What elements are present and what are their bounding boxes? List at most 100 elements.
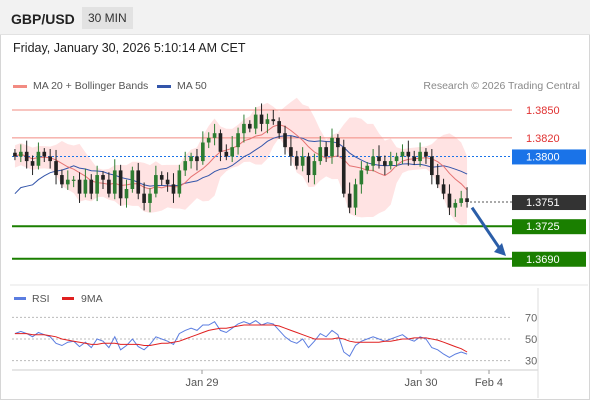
datetime-label: Friday, January 30, 2026 5:10:14 AM CET [13, 41, 246, 55]
candle [435, 163, 440, 189]
candle [253, 107, 258, 135]
pivot-label-box [512, 149, 586, 165]
candle [383, 155, 387, 176]
candle [289, 135, 293, 166]
timeframe-button[interactable]: 30 MIN [82, 7, 133, 29]
candle-body [13, 152, 17, 157]
ma50-swatch [157, 84, 171, 88]
candle [359, 161, 364, 194]
support-label: 1.3725 [526, 221, 560, 233]
candle [265, 113, 270, 134]
price-panel: 1.3850 1.3820 1.3800 1.3751 1.3725 1.3690 [10, 97, 588, 286]
resistance-label: 1.3820 [526, 133, 560, 145]
rsi-tick-70: 70 [525, 312, 537, 324]
candle [159, 171, 164, 186]
candle-body [406, 151, 411, 157]
candle [142, 182, 146, 211]
candle [306, 152, 311, 183]
candle [177, 164, 182, 198]
candle [294, 150, 299, 170]
time-axis: Jan 29 Jan 30 Feb 4 [12, 288, 539, 398]
candle-body [430, 156, 434, 176]
candle [18, 144, 23, 163]
legend-ma50: MA 50 [157, 80, 207, 92]
candle [441, 178, 446, 200]
support-label: 1.3690 [526, 254, 560, 266]
candle [218, 129, 223, 162]
candle [130, 166, 135, 193]
price-level-1.3751: 1.3751 [470, 195, 586, 211]
rsi-line [14, 320, 468, 358]
candle [36, 142, 41, 170]
candle-body [383, 161, 387, 166]
candle [312, 153, 317, 185]
candle [60, 169, 64, 189]
candle [65, 170, 70, 190]
candle [406, 140, 411, 166]
candle-body [271, 119, 276, 122]
candle-body [71, 179, 76, 181]
candle-body [330, 137, 334, 157]
candle [247, 120, 252, 133]
candle [83, 168, 88, 198]
candle-body [377, 156, 381, 162]
candle-body [224, 151, 229, 157]
x-tick-label: Jan 29 [185, 377, 218, 389]
candle [101, 171, 105, 189]
current-price-label: 1.3751 [526, 197, 560, 209]
candle [24, 140, 29, 169]
candle [365, 162, 370, 175]
candle [324, 141, 328, 163]
candle [412, 150, 417, 165]
candle-body [259, 114, 264, 124]
candle-body [353, 184, 358, 208]
candle-body [230, 147, 235, 157]
candle-body [212, 133, 217, 138]
support-label-box [512, 219, 586, 235]
candle [271, 109, 276, 125]
candle-body [118, 170, 123, 199]
candle-body [148, 193, 152, 203]
candle [400, 144, 405, 164]
candle [318, 135, 323, 165]
candle [388, 151, 393, 170]
candle [30, 155, 35, 176]
candle-body [318, 147, 323, 162]
candle [347, 182, 352, 214]
copyright-label: Research © 2026 Trading Central [423, 80, 580, 92]
candle [77, 172, 82, 203]
candle-body [341, 147, 346, 194]
candle-body [371, 156, 375, 166]
candle-body [336, 137, 340, 148]
candle-body [77, 179, 82, 194]
candle [242, 114, 246, 143]
candle [430, 149, 434, 185]
candle [107, 172, 111, 198]
candle [48, 149, 52, 169]
candle-body [447, 193, 452, 208]
candle-body [465, 198, 469, 203]
candle [453, 199, 458, 217]
candle-body [107, 179, 111, 194]
candle [201, 131, 205, 165]
support-label-box [512, 251, 586, 267]
candle-body [324, 147, 328, 157]
candle [394, 152, 399, 167]
candle [236, 127, 240, 155]
candle-body [418, 151, 422, 162]
candle-body [201, 142, 205, 162]
candle-body [142, 193, 146, 203]
candle-body [189, 156, 193, 162]
candle-body [177, 170, 182, 194]
candle-body [206, 137, 211, 143]
candle-body [347, 193, 352, 208]
candle-body [24, 151, 29, 162]
candle-body [18, 151, 23, 157]
candle-body [54, 161, 58, 176]
candle [336, 134, 340, 157]
candle-body [101, 175, 105, 180]
price-level-1.3820: 1.3820 [12, 133, 560, 145]
candle [71, 175, 76, 188]
candle-body [283, 133, 287, 148]
